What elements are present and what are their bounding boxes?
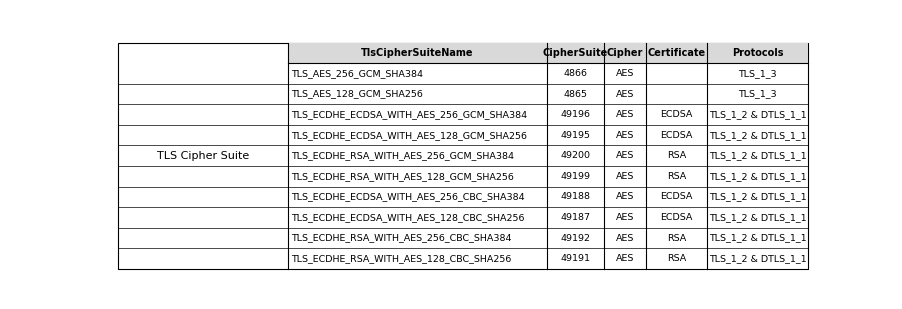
Text: RSA: RSA <box>666 172 686 181</box>
Text: 49200: 49200 <box>560 151 590 160</box>
Text: TLS_1_2 & DTLS_1_1: TLS_1_2 & DTLS_1_1 <box>708 254 805 263</box>
Text: TLS_1_2 & DTLS_1_1: TLS_1_2 & DTLS_1_1 <box>708 110 805 119</box>
Text: TLS_1_3: TLS_1_3 <box>737 69 776 78</box>
Text: 49188: 49188 <box>560 193 590 201</box>
Text: TlsCipherSuiteName: TlsCipherSuiteName <box>361 48 474 58</box>
Text: ECDSA: ECDSA <box>659 131 692 140</box>
Text: TLS_1_2 & DTLS_1_1: TLS_1_2 & DTLS_1_1 <box>708 234 805 243</box>
Bar <box>288 43 807 63</box>
Text: RSA: RSA <box>666 254 686 263</box>
Text: AES: AES <box>615 90 633 99</box>
Text: AES: AES <box>615 234 633 243</box>
Text: 49187: 49187 <box>560 213 590 222</box>
Text: 4865: 4865 <box>563 90 587 99</box>
Text: AES: AES <box>615 213 633 222</box>
Text: TLS_ECDHE_RSA_WITH_AES_256_CBC_SHA384: TLS_ECDHE_RSA_WITH_AES_256_CBC_SHA384 <box>290 234 511 243</box>
Text: AES: AES <box>615 131 633 140</box>
Text: TLS_1_2 & DTLS_1_1: TLS_1_2 & DTLS_1_1 <box>708 131 805 140</box>
Text: 49195: 49195 <box>560 131 590 140</box>
Text: TLS Cipher Suite: TLS Cipher Suite <box>156 151 249 161</box>
Text: 49191: 49191 <box>560 254 590 263</box>
Text: TLS_ECDHE_RSA_WITH_AES_128_GCM_SHA256: TLS_ECDHE_RSA_WITH_AES_128_GCM_SHA256 <box>290 172 513 181</box>
Text: TLS_ECDHE_ECDSA_WITH_AES_128_GCM_SHA256: TLS_ECDHE_ECDSA_WITH_AES_128_GCM_SHA256 <box>290 131 527 140</box>
Text: TLS_AES_128_GCM_SHA256: TLS_AES_128_GCM_SHA256 <box>290 90 422 99</box>
Text: AES: AES <box>615 151 633 160</box>
Text: RSA: RSA <box>666 151 686 160</box>
Text: TLS_ECDHE_ECDSA_WITH_AES_128_CBC_SHA256: TLS_ECDHE_ECDSA_WITH_AES_128_CBC_SHA256 <box>290 213 524 222</box>
Text: AES: AES <box>615 254 633 263</box>
Text: ECDSA: ECDSA <box>659 193 692 201</box>
Text: TLS_ECDHE_RSA_WITH_AES_256_GCM_SHA384: TLS_ECDHE_RSA_WITH_AES_256_GCM_SHA384 <box>290 151 513 160</box>
Text: AES: AES <box>615 172 633 181</box>
Text: TLS_ECDHE_ECDSA_WITH_AES_256_GCM_SHA384: TLS_ECDHE_ECDSA_WITH_AES_256_GCM_SHA384 <box>290 110 527 119</box>
Text: 49196: 49196 <box>560 110 590 119</box>
Text: TLS_ECDHE_ECDSA_WITH_AES_256_CBC_SHA384: TLS_ECDHE_ECDSA_WITH_AES_256_CBC_SHA384 <box>290 193 524 201</box>
Text: AES: AES <box>615 69 633 78</box>
Text: 49192: 49192 <box>560 234 590 243</box>
Text: Cipher: Cipher <box>606 48 642 58</box>
Text: AES: AES <box>615 110 633 119</box>
Text: TLS_1_2 & DTLS_1_1: TLS_1_2 & DTLS_1_1 <box>708 151 805 160</box>
Text: CipherSuite: CipherSuite <box>542 48 607 58</box>
Text: Protocols: Protocols <box>731 48 782 58</box>
Text: TLS_1_3: TLS_1_3 <box>737 90 776 99</box>
Text: TLS_1_2 & DTLS_1_1: TLS_1_2 & DTLS_1_1 <box>708 213 805 222</box>
Text: TLS_ECDHE_RSA_WITH_AES_128_CBC_SHA256: TLS_ECDHE_RSA_WITH_AES_128_CBC_SHA256 <box>290 254 511 263</box>
Text: TLS_1_2 & DTLS_1_1: TLS_1_2 & DTLS_1_1 <box>708 172 805 181</box>
Text: TLS_AES_256_GCM_SHA384: TLS_AES_256_GCM_SHA384 <box>290 69 423 78</box>
Text: 49199: 49199 <box>560 172 590 181</box>
Text: RSA: RSA <box>666 234 686 243</box>
Text: 4866: 4866 <box>563 69 587 78</box>
Text: Certificate: Certificate <box>647 48 704 58</box>
Text: TLS_1_2 & DTLS_1_1: TLS_1_2 & DTLS_1_1 <box>708 193 805 201</box>
Text: ECDSA: ECDSA <box>659 213 692 222</box>
Text: ECDSA: ECDSA <box>659 110 692 119</box>
Text: AES: AES <box>615 193 633 201</box>
